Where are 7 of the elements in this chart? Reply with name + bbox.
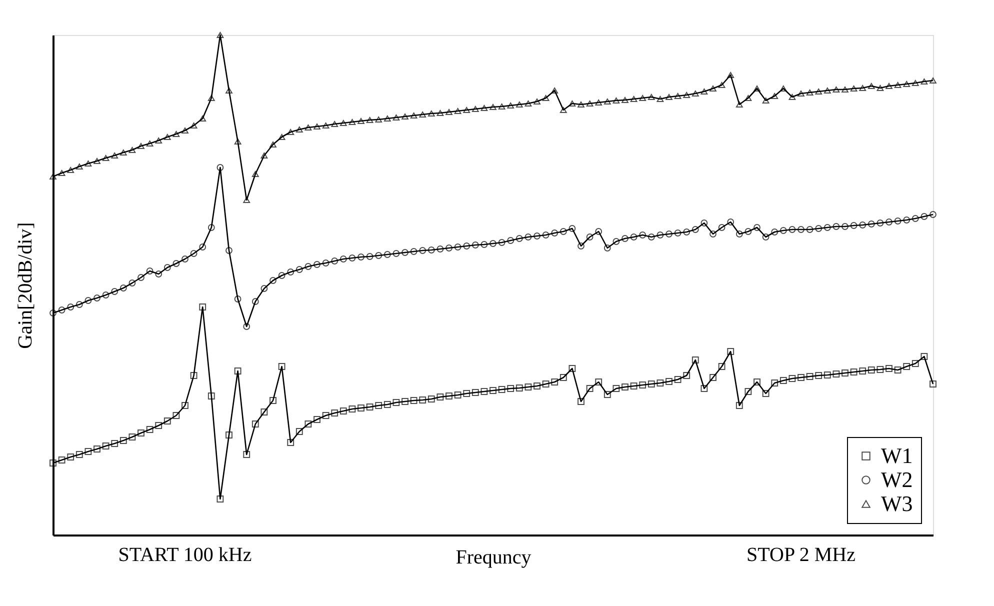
text: START 100 kHz <box>118 544 252 566</box>
text: STOP 2 MHz <box>746 544 856 566</box>
legend-label: W3 <box>881 491 913 516</box>
legend-label: W1 <box>881 443 913 468</box>
x-axis-title: Frequncy <box>456 546 532 568</box>
legend-label: W2 <box>881 467 913 492</box>
y-axis-title: Gain[20dB/div] <box>14 222 36 349</box>
